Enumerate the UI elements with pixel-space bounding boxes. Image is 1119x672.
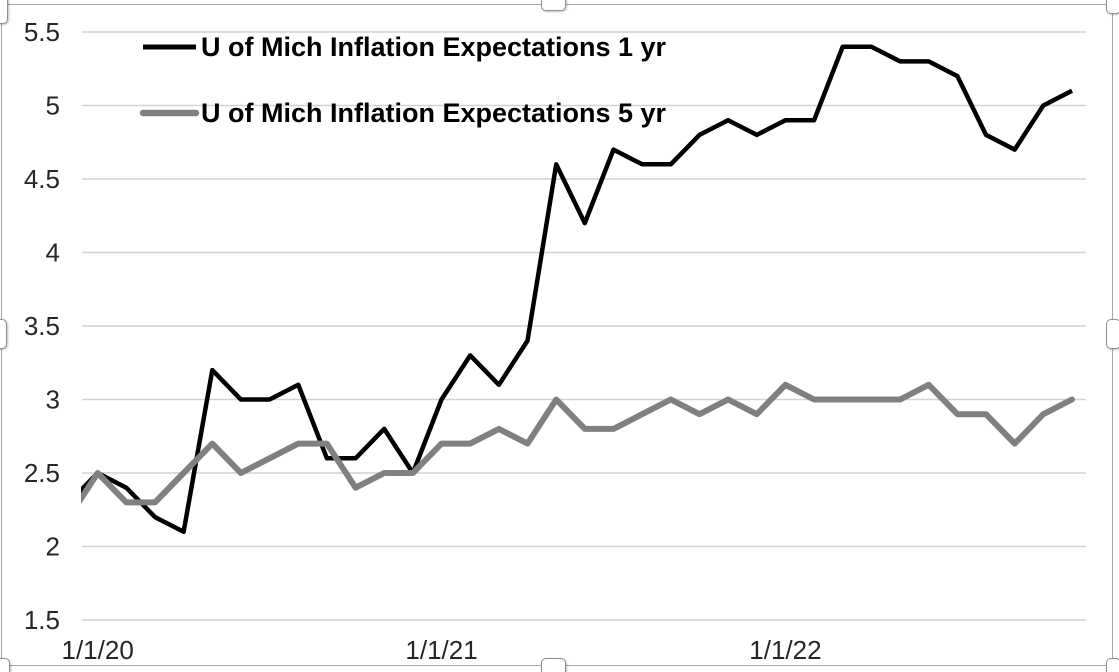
series-line-1yr[interactable] (69, 44, 1074, 535)
y-axis-tick-label: 5 (46, 91, 60, 121)
y-axis-tick-label: 4 (46, 238, 60, 268)
selection-handle-top-right[interactable] (1106, 0, 1119, 14)
selection-handle-bottom-right[interactable] (1106, 658, 1119, 672)
series-lines (69, 44, 1075, 535)
y-axis-tick-label: 5.5 (24, 17, 60, 47)
gridlines (82, 31, 1086, 621)
y-axis-tick-label: 3 (46, 385, 60, 415)
selection-handle-bottom-left[interactable] (0, 658, 10, 672)
y-axis-tick-label: 3.5 (24, 311, 60, 341)
selection-handle-bottom[interactable] (541, 658, 566, 672)
legend: U of Mich Inflation Expectations 1 yr U … (139, 32, 667, 128)
selection-handle-top-left[interactable] (0, 0, 8, 24)
series-line-5yr[interactable] (69, 381, 1075, 517)
x-axis-tick-label: 1/1/21 (405, 635, 477, 665)
selection-handle-top[interactable] (541, 0, 566, 11)
y-axis-tick-label: 4.5 (24, 164, 60, 194)
legend-label-5yr[interactable]: U of Mich Inflation Expectations 5 yr (201, 98, 667, 128)
y-axis-tick-labels: 5.5 5 4.5 4 3.5 3 2.5 2 1.5 (24, 17, 60, 635)
y-axis-tick-label: 1.5 (24, 605, 60, 635)
selection-handle-right[interactable] (1106, 319, 1119, 349)
x-axis-tick-label: 1/1/22 (749, 635, 821, 665)
x-axis-tick-labels: 1/1/20 1/1/21 1/1/22 (62, 635, 822, 665)
selection-handle-left[interactable] (0, 319, 7, 349)
y-axis-tick-label: 2 (46, 532, 60, 562)
legend-label-1yr[interactable]: U of Mich Inflation Expectations 1 yr (201, 32, 667, 62)
x-axis-tick-label: 1/1/20 (62, 635, 134, 665)
y-axis-tick-label: 2.5 (24, 458, 60, 488)
